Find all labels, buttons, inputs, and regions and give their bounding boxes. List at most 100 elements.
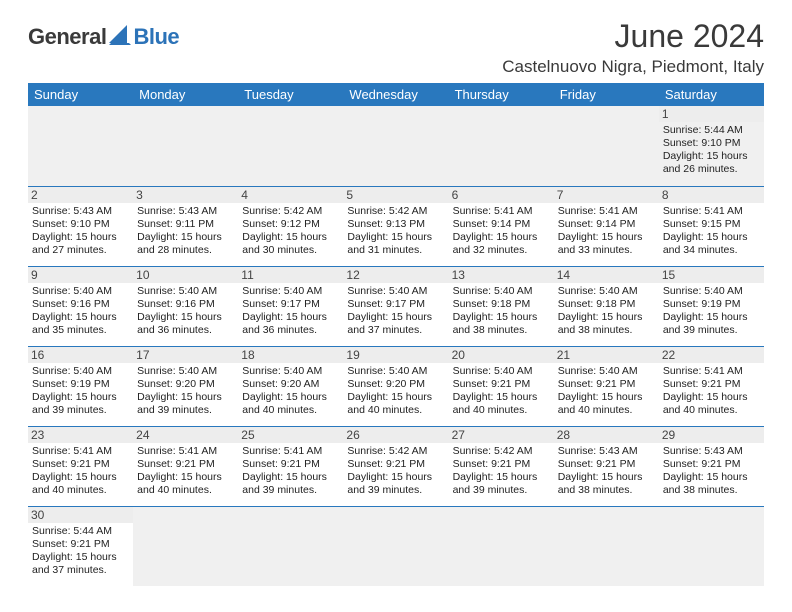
- sunrise-text: Sunrise: 5:40 AM: [32, 365, 129, 378]
- calendar-cell: 10Sunrise: 5:40 AMSunset: 9:16 PMDayligh…: [133, 266, 238, 346]
- day-number: 16: [28, 347, 133, 363]
- title-block: June 2024 Castelnuovo Nigra, Piedmont, I…: [502, 18, 764, 77]
- daylight-text: Daylight: 15 hours: [347, 471, 444, 484]
- header: General Blue June 2024 Castelnuovo Nigra…: [28, 18, 764, 77]
- day-number: 17: [133, 347, 238, 363]
- sunset-text: Sunset: 9:19 PM: [663, 298, 760, 311]
- sunset-text: Sunset: 9:14 PM: [558, 218, 655, 231]
- daylight-text: Daylight: 15 hours: [663, 150, 760, 163]
- calendar-cell: [28, 106, 133, 186]
- sunset-text: Sunset: 9:10 PM: [663, 137, 760, 150]
- day-number: 19: [343, 347, 448, 363]
- day-header: Monday: [133, 83, 238, 106]
- sunrise-text: Sunrise: 5:44 AM: [663, 124, 760, 137]
- daylight-text: Daylight: 15 hours: [347, 311, 444, 324]
- calendar-cell: 25Sunrise: 5:41 AMSunset: 9:21 PMDayligh…: [238, 426, 343, 506]
- calendar-cell: [449, 506, 554, 586]
- day-header: Saturday: [659, 83, 764, 106]
- day-number: 9: [28, 267, 133, 283]
- daylight-text: and 40 minutes.: [453, 404, 550, 417]
- calendar-week: 16Sunrise: 5:40 AMSunset: 9:19 PMDayligh…: [28, 346, 764, 426]
- day-header: Tuesday: [238, 83, 343, 106]
- day-number: 22: [659, 347, 764, 363]
- daylight-text: and 40 minutes.: [347, 404, 444, 417]
- sunrise-text: Sunrise: 5:43 AM: [558, 445, 655, 458]
- daylight-text: and 36 minutes.: [137, 324, 234, 337]
- daylight-text: and 39 minutes.: [137, 404, 234, 417]
- daylight-text: Daylight: 15 hours: [663, 471, 760, 484]
- day-number: 24: [133, 427, 238, 443]
- sunset-text: Sunset: 9:21 PM: [32, 458, 129, 471]
- day-number: 26: [343, 427, 448, 443]
- daylight-text: and 32 minutes.: [453, 244, 550, 257]
- sunset-text: Sunset: 9:21 PM: [347, 458, 444, 471]
- daylight-text: and 38 minutes.: [453, 324, 550, 337]
- daylight-text: and 38 minutes.: [558, 324, 655, 337]
- calendar-cell: 28Sunrise: 5:43 AMSunset: 9:21 PMDayligh…: [554, 426, 659, 506]
- daylight-text: and 27 minutes.: [32, 244, 129, 257]
- daylight-text: and 38 minutes.: [663, 484, 760, 497]
- sunrise-text: Sunrise: 5:40 AM: [453, 285, 550, 298]
- daylight-text: and 33 minutes.: [558, 244, 655, 257]
- day-header: Sunday: [28, 83, 133, 106]
- month-title: June 2024: [502, 18, 764, 55]
- calendar-cell: [659, 506, 764, 586]
- day-number: 18: [238, 347, 343, 363]
- logo-text-blue: Blue: [133, 24, 179, 50]
- sunset-text: Sunset: 9:20 PM: [347, 378, 444, 391]
- sunrise-text: Sunrise: 5:41 AM: [558, 205, 655, 218]
- sunset-text: Sunset: 9:21 PM: [137, 458, 234, 471]
- sunrise-text: Sunrise: 5:40 AM: [558, 285, 655, 298]
- calendar-cell: 22Sunrise: 5:41 AMSunset: 9:21 PMDayligh…: [659, 346, 764, 426]
- day-number: 7: [554, 187, 659, 203]
- calendar-cell: 20Sunrise: 5:40 AMSunset: 9:21 PMDayligh…: [449, 346, 554, 426]
- calendar-cell: 1Sunrise: 5:44 AMSunset: 9:10 PMDaylight…: [659, 106, 764, 186]
- calendar-cell: 27Sunrise: 5:42 AMSunset: 9:21 PMDayligh…: [449, 426, 554, 506]
- sunset-text: Sunset: 9:16 PM: [32, 298, 129, 311]
- sunset-text: Sunset: 9:10 PM: [32, 218, 129, 231]
- daylight-text: and 40 minutes.: [32, 484, 129, 497]
- sunset-text: Sunset: 9:21 PM: [453, 378, 550, 391]
- sunrise-text: Sunrise: 5:40 AM: [453, 365, 550, 378]
- sunset-text: Sunset: 9:21 PM: [242, 458, 339, 471]
- day-number: 2: [28, 187, 133, 203]
- daylight-text: Daylight: 15 hours: [453, 231, 550, 244]
- sunrise-text: Sunrise: 5:40 AM: [137, 285, 234, 298]
- daylight-text: Daylight: 15 hours: [558, 311, 655, 324]
- day-header: Wednesday: [343, 83, 448, 106]
- daylight-text: Daylight: 15 hours: [453, 391, 550, 404]
- daylight-text: Daylight: 15 hours: [242, 311, 339, 324]
- daylight-text: and 31 minutes.: [347, 244, 444, 257]
- daylight-text: and 39 minutes.: [453, 484, 550, 497]
- sunset-text: Sunset: 9:20 PM: [137, 378, 234, 391]
- daylight-text: Daylight: 15 hours: [347, 231, 444, 244]
- day-number: 15: [659, 267, 764, 283]
- calendar-cell: [343, 506, 448, 586]
- day-number: 6: [449, 187, 554, 203]
- day-number: 3: [133, 187, 238, 203]
- sunrise-text: Sunrise: 5:42 AM: [242, 205, 339, 218]
- day-number: 13: [449, 267, 554, 283]
- calendar-cell: [133, 506, 238, 586]
- calendar-cell: 17Sunrise: 5:40 AMSunset: 9:20 PMDayligh…: [133, 346, 238, 426]
- calendar-week: 30Sunrise: 5:44 AMSunset: 9:21 PMDayligh…: [28, 506, 764, 586]
- sunset-text: Sunset: 9:13 PM: [347, 218, 444, 231]
- daylight-text: and 40 minutes.: [663, 404, 760, 417]
- day-number: 23: [28, 427, 133, 443]
- daylight-text: Daylight: 15 hours: [32, 391, 129, 404]
- daylight-text: Daylight: 15 hours: [347, 391, 444, 404]
- daylight-text: and 39 minutes.: [663, 324, 760, 337]
- daylight-text: and 39 minutes.: [32, 404, 129, 417]
- sunrise-text: Sunrise: 5:41 AM: [663, 365, 760, 378]
- daylight-text: Daylight: 15 hours: [32, 311, 129, 324]
- sunset-text: Sunset: 9:14 PM: [453, 218, 550, 231]
- sunset-text: Sunset: 9:15 PM: [663, 218, 760, 231]
- daylight-text: and 39 minutes.: [242, 484, 339, 497]
- day-number: 29: [659, 427, 764, 443]
- sunrise-text: Sunrise: 5:40 AM: [663, 285, 760, 298]
- daylight-text: and 36 minutes.: [242, 324, 339, 337]
- sunrise-text: Sunrise: 5:40 AM: [137, 365, 234, 378]
- calendar-cell: 19Sunrise: 5:40 AMSunset: 9:20 PMDayligh…: [343, 346, 448, 426]
- day-number: 21: [554, 347, 659, 363]
- calendar-cell: [238, 506, 343, 586]
